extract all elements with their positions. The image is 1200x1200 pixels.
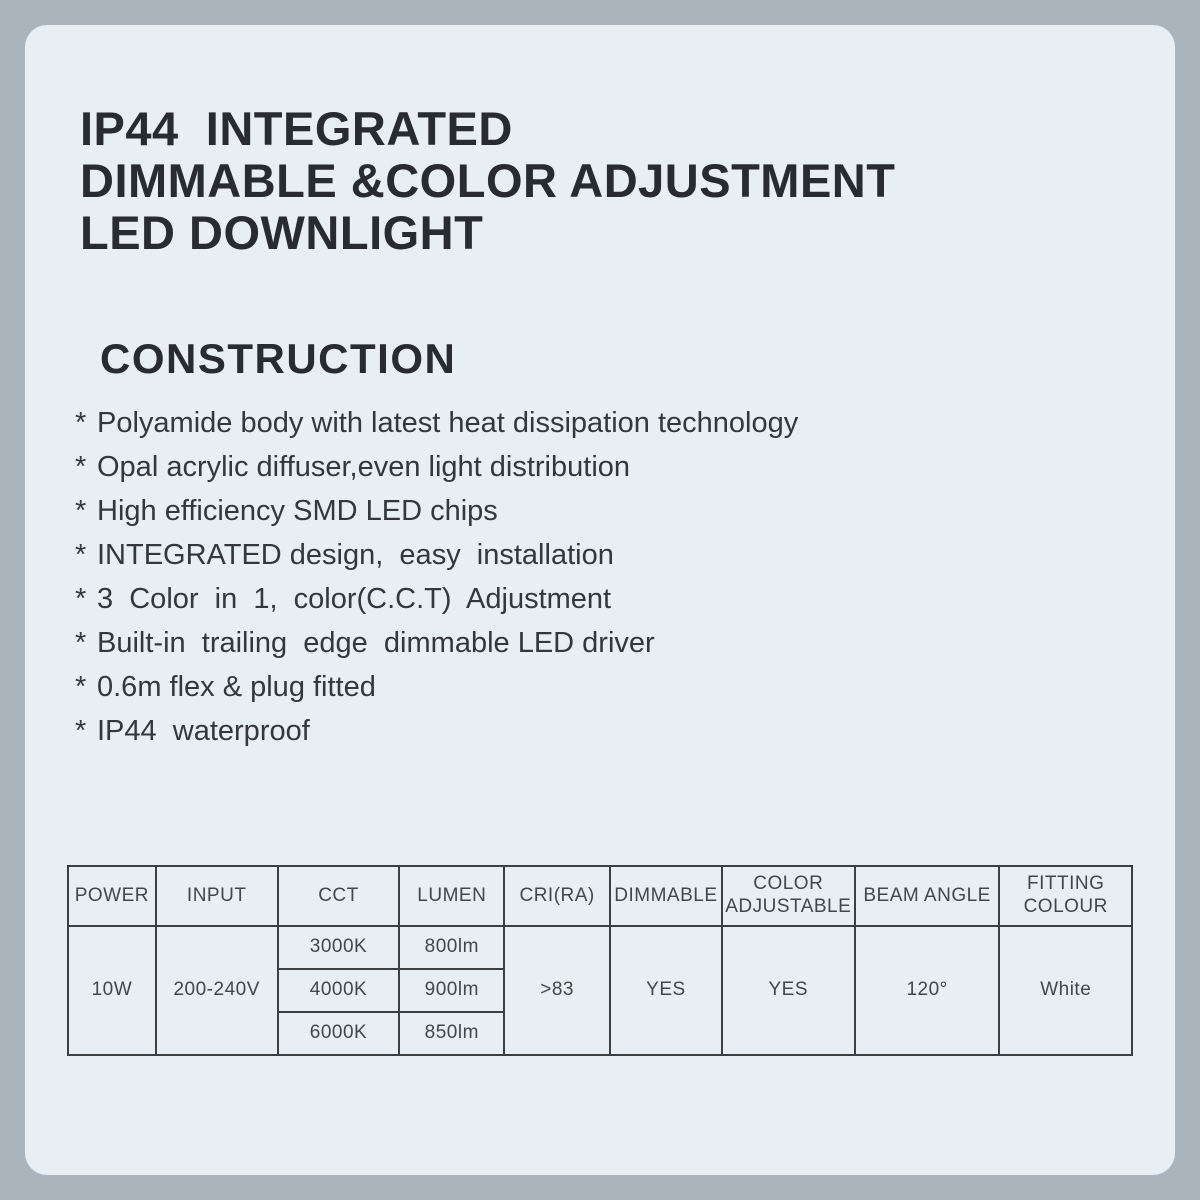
construction-bullet-list: * Polyamide body with latest heat dissipa… [75,401,1133,753]
bullet-text: 0.6m flex & plug fitted [97,671,376,703]
col-header-color-adjustable: COLOR ADJUSTABLE [720,865,856,927]
table-row: 4000K 900lm [68,968,1132,1013]
bullet-text: IP44 waterproof [97,715,310,747]
cell-power: 10W [67,925,157,1056]
bullet-item: * 3 Color in 1, color(C.C.T) Adjustment [75,577,1133,621]
cell-dimmable: YES [609,925,723,1056]
cell-color-adjustable: YES [720,925,856,1056]
construction-heading: CONSTRUCTION [100,335,457,382]
bullet-marker: * [75,539,87,571]
spec-table: POWER INPUT CCT LUMEN CRI(RA) DIMMABLE C… [67,865,1133,1056]
bullet-item: * High efficiency SMD LED chips [75,489,1133,533]
title-line-3: LED DOWNLIGHT [80,206,484,259]
bullet-item: * 0.6m flex & plug fitted [75,665,1133,709]
bullet-item: * Built-in trailing edge dimmable LED dri… [75,621,1133,665]
title-line-1: IP44 INTEGRATED [80,102,513,155]
bullet-text: INTEGRATED design, easy installation [97,539,614,571]
product-title: IP44 INTEGRATED DIMMABLE &COLOR ADJUSTME… [80,103,1133,259]
bullet-marker: * [75,495,87,527]
datasheet-card: IP44 INTEGRATED DIMMABLE &COLOR ADJUSTME… [25,25,1175,1175]
col-header-lumen: LUMEN [398,865,506,927]
cell-cri: >83 [503,925,612,1056]
col-header-fitting-colour: FITTING COLOUR [998,865,1133,927]
bullet-item: * INTEGRATED design, easy installation [75,533,1133,577]
bullet-text: Opal acrylic diffuser,even light distrib… [97,451,631,483]
bullet-marker: * [75,671,87,703]
bullet-text: Polyamide body with latest heat dissipat… [97,407,799,439]
cell-lumen: 900lm [398,968,506,1013]
col-header-cct: CCT [276,865,401,927]
cell-lumen: 800lm [398,925,506,970]
col-header-power: POWER [67,865,157,927]
cell-input: 200-240V [154,925,279,1056]
bullet-marker: * [75,715,87,747]
cell-lumen: 850lm [398,1011,506,1056]
table-row: 6000K 850lm [68,1011,1132,1056]
bullet-item: * IP44 waterproof [75,709,1133,753]
col-header-input: INPUT [154,865,279,927]
bullet-text: High efficiency SMD LED chips [97,495,498,527]
cell-fitting-colour: White [998,925,1133,1056]
bullet-text: 3 Color in 1, color(C.C.T) Adjustment [97,583,612,615]
bullet-marker: * [75,451,87,483]
bullet-text: Built-in trailing edge dimmable LED driv… [97,627,655,659]
title-line-2: DIMMABLE &COLOR ADJUSTMENT [80,154,896,207]
cell-beam-angle: 120° [853,925,1001,1056]
col-header-cri: CRI(RA) [503,865,612,927]
bullet-item: * Opal acrylic diffuser,even light distri… [75,445,1133,489]
bullet-item: * Polyamide body with latest heat dissipa… [75,401,1133,445]
cell-cct: 6000K [276,1011,401,1056]
cell-cct: 3000K [276,925,401,970]
bullet-marker: * [75,627,87,659]
col-header-dimmable: DIMMABLE [609,865,723,927]
col-header-beam-angle: BEAM ANGLE [853,865,1001,927]
bullet-marker: * [75,407,87,439]
table-row: 10W 200-240V 3000K 800lm >83 YES YES 120… [67,925,1133,1056]
spec-table-header-row: POWER INPUT CCT LUMEN CRI(RA) DIMMABLE C… [67,865,1133,927]
bullet-marker: * [75,583,87,615]
cell-cct: 4000K [276,968,401,1013]
